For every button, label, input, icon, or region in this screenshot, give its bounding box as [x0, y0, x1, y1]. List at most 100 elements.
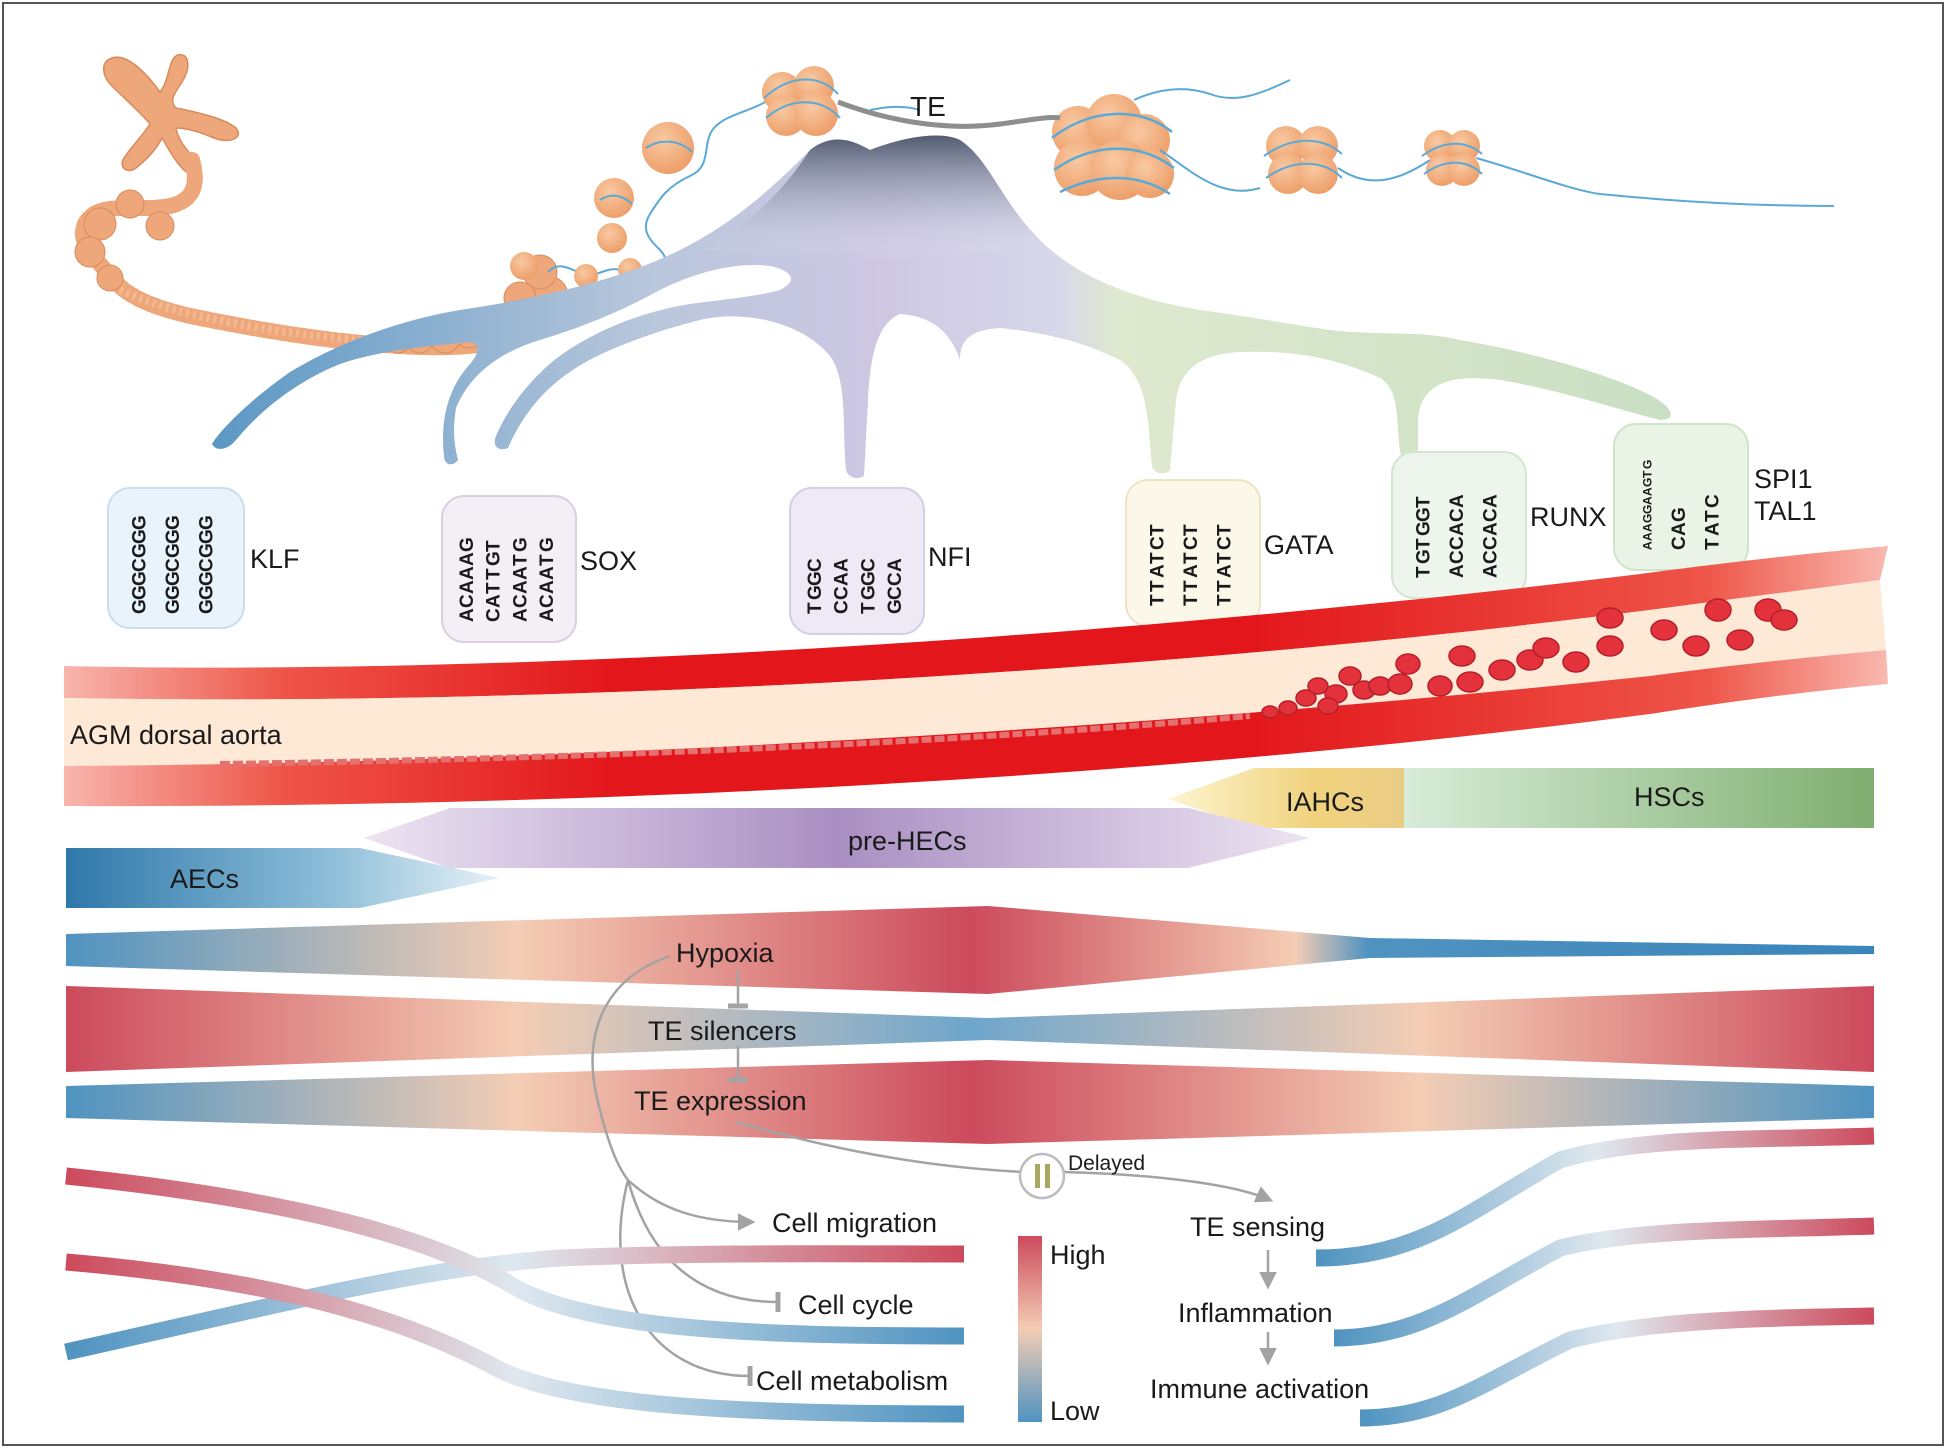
motif-base: A — [1641, 487, 1655, 496]
motif-base: A — [1641, 496, 1655, 505]
motif-base: G — [858, 585, 879, 600]
hscs-label: HSCs — [1634, 782, 1705, 812]
motif-base: G — [130, 571, 151, 586]
te-silencers-band — [66, 986, 1874, 1072]
motif-base: A — [457, 580, 478, 594]
color-legend: High Low — [1018, 1236, 1106, 1426]
immune-response: TE sensing Inflammation Immune activatio… — [1150, 1127, 1875, 1427]
motif-base: T — [1148, 524, 1169, 536]
motif-base: C — [1181, 536, 1202, 550]
motif-base: A — [1669, 522, 1690, 536]
motif-base: T — [484, 540, 505, 552]
motif-base: A — [457, 566, 478, 580]
aecs-band — [66, 848, 500, 908]
motif-base: C — [1447, 508, 1468, 522]
blood-cells — [1261, 598, 1798, 719]
immune-activation-trajectory — [1359, 1307, 1875, 1427]
motif-base: T — [1181, 552, 1202, 564]
motif-base: C — [537, 594, 558, 608]
motif-base: T — [1414, 538, 1435, 550]
motif-base: G — [858, 571, 879, 586]
motif-base: A — [1481, 522, 1502, 536]
chromosome-icon — [103, 53, 239, 174]
gata-label: GATA — [1264, 530, 1334, 560]
motif-base: A — [1447, 494, 1468, 508]
hypoxia-band — [66, 906, 1874, 994]
motif-column: CAG — [1669, 507, 1690, 550]
immune-activation-label: Immune activation — [1150, 1374, 1369, 1404]
regulator-bands: Hypoxia TE silencers TE expression — [66, 906, 1874, 1144]
motif-base: A — [1447, 522, 1468, 536]
te-label: TE — [910, 91, 946, 122]
motif-base: C — [1703, 494, 1724, 508]
te-expression-label: TE expression — [634, 1086, 807, 1116]
motif-base: G — [457, 537, 478, 552]
process-trajectories — [64, 1167, 965, 1423]
motif-base: C — [163, 558, 184, 572]
nfi-label: NFI — [928, 542, 972, 572]
spi1-label: SPI1 — [1754, 464, 1813, 494]
hypoxia-label: Hypoxia — [676, 938, 775, 968]
motif-base: A — [457, 608, 478, 622]
motif-base: C — [858, 558, 879, 572]
motif-base: A — [885, 558, 906, 572]
motif-base: G — [163, 571, 184, 586]
to-cell-migration — [627, 1179, 756, 1231]
klf-label: KLF — [250, 544, 300, 574]
motif-base: A — [457, 552, 478, 566]
pause-icon — [1018, 1152, 1066, 1200]
hypoxia-curve — [591, 954, 671, 1181]
motif-base: C — [1215, 536, 1236, 550]
pre-hecs-band — [364, 808, 1310, 868]
delay-indicator: Delayed — [1018, 1152, 1145, 1200]
motif-box — [441, 495, 577, 643]
motif-base: G — [510, 537, 531, 552]
motif-base: G — [197, 599, 218, 614]
motif-base: C — [1669, 536, 1690, 550]
motif-base: A — [1148, 564, 1169, 578]
motif-base: G — [1669, 507, 1690, 522]
process-labels: Cell migration Cell cycle Cell metabolis… — [756, 1208, 948, 1396]
motif-base: G — [197, 543, 218, 558]
iahcs-label: IAHCs — [1286, 787, 1364, 817]
motif-base: T — [484, 568, 505, 580]
metabolism-trajectory — [65, 1253, 965, 1423]
motif-base: A — [1215, 564, 1236, 578]
motif-base: G — [197, 571, 218, 586]
motif-base: G — [163, 543, 184, 558]
motif-base: A — [1641, 532, 1655, 541]
motif-base: G — [537, 537, 558, 552]
motif-base: C — [832, 586, 853, 600]
motif-base: C — [457, 594, 478, 608]
inflammation-trajectory — [1333, 1217, 1875, 1347]
motif-base: C — [130, 558, 151, 572]
hscs-band — [1404, 768, 1874, 828]
motif-base: T — [1414, 496, 1435, 508]
cell-type-arrows: IAHCs HSCs pre-HECs AECs — [66, 768, 1874, 908]
delayed-label: Delayed — [1068, 1152, 1145, 1175]
motif-base: A — [510, 608, 531, 622]
motif-base: T — [1148, 552, 1169, 564]
nucleosome — [510, 122, 694, 288]
motif-base: A — [1641, 541, 1655, 550]
motif-base: G — [197, 585, 218, 600]
to-cell-cycle — [626, 1179, 781, 1313]
motif-base: G — [1641, 514, 1655, 523]
motif-base: A — [832, 572, 853, 586]
motif-base: T — [805, 602, 826, 614]
motif-base: G — [197, 515, 218, 530]
motif-base: T — [1181, 580, 1202, 592]
motif-base: G — [805, 571, 826, 586]
